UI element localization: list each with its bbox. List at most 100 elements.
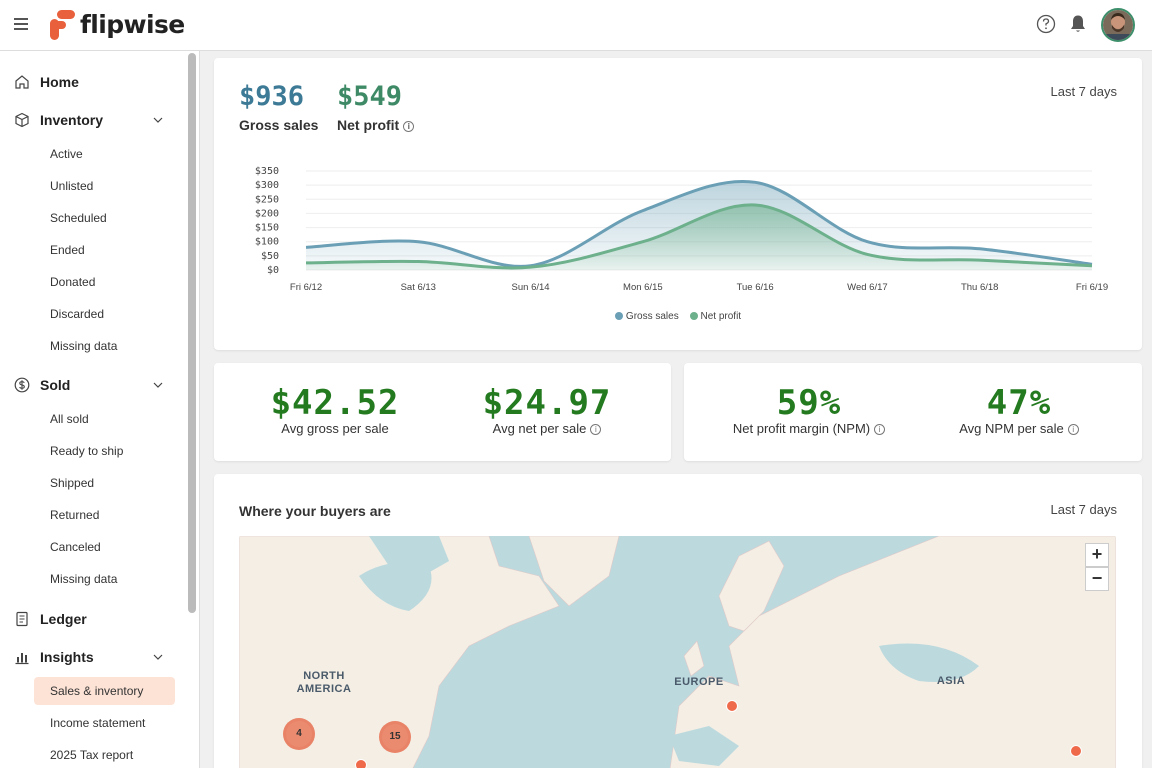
legend-net-label: Net profit bbox=[700, 311, 742, 322]
map-pin[interactable] bbox=[726, 700, 738, 712]
nav-item-label: Donated bbox=[50, 275, 96, 289]
notifications-bell-icon[interactable] bbox=[1069, 14, 1087, 34]
map-period-label[interactable]: Last 7 days bbox=[1050, 502, 1118, 517]
stat-npm-label: Net profit margin (NPM) bbox=[732, 421, 871, 436]
user-avatar[interactable] bbox=[1101, 8, 1135, 42]
nav-sold-missing-data[interactable]: Missing data bbox=[34, 565, 175, 593]
stat-avg-npm-label: Avg NPM per sale bbox=[959, 421, 1064, 436]
gross-sales-label: Gross sales bbox=[239, 117, 319, 133]
map-pin[interactable] bbox=[1070, 745, 1082, 757]
nav-item-label: Missing data bbox=[50, 572, 118, 586]
zoom-in-button[interactable]: + bbox=[1085, 543, 1109, 567]
net-profit-label: Net profit bbox=[337, 117, 400, 133]
nav-item-label: Scheduled bbox=[50, 211, 107, 225]
legend-dot-gross bbox=[614, 312, 623, 321]
nav-inventory-ended[interactable]: Ended bbox=[34, 236, 175, 264]
ledger-icon bbox=[16, 611, 28, 627]
map-cluster-15[interactable]: 15 bbox=[379, 721, 411, 753]
map-pin[interactable] bbox=[355, 759, 367, 768]
margin-stats-card: 59% Net profit margin (NPM) i 47% Avg NPM… bbox=[684, 363, 1142, 461]
nav-sold-all[interactable]: All sold bbox=[34, 405, 175, 433]
nav-sold-shipped[interactable]: Shipped bbox=[34, 469, 175, 497]
nav-item-label: Active bbox=[50, 147, 83, 161]
map-label-europe: EUROPE bbox=[674, 676, 724, 688]
map-label-north-america: NORTH AMERICA bbox=[296, 670, 352, 695]
nav-ledger-label: Ledger bbox=[40, 611, 87, 627]
info-icon[interactable]: i bbox=[874, 424, 886, 436]
x-tick-label: Wed 6/17 bbox=[847, 282, 888, 293]
stat-npm-label-wrap: Net profit margin (NPM) i bbox=[709, 421, 909, 436]
nav-ledger[interactable]: Ledger bbox=[0, 604, 180, 634]
stat-npm-value: 59% bbox=[776, 383, 842, 423]
stat-npm: 59% Net profit margin (NPM) i bbox=[709, 383, 909, 436]
y-tick-label: $250 bbox=[255, 194, 279, 205]
y-tick-label: $0 bbox=[267, 265, 279, 276]
box-icon bbox=[15, 112, 29, 128]
buyers-map-card: Where your buyers are Last 7 days + − NO… bbox=[214, 474, 1142, 768]
y-tick-label: $350 bbox=[255, 166, 279, 177]
nav-item-label: Missing data bbox=[50, 339, 118, 353]
nav-insights-income-statement[interactable]: Income statement bbox=[34, 709, 175, 737]
nav-item-label: Ended bbox=[50, 243, 85, 257]
series-area-1 bbox=[306, 204, 1092, 270]
nav-sold-returned[interactable]: Returned bbox=[34, 501, 175, 529]
stat-avg-gross-value: $42.52 bbox=[270, 383, 400, 423]
nav-insights[interactable]: Insights bbox=[0, 642, 180, 672]
sidebar-scrollbar[interactable] bbox=[188, 53, 196, 613]
nav-inventory-active[interactable]: Active bbox=[34, 140, 175, 168]
stat-avg-gross-label: Avg gross per sale bbox=[281, 421, 389, 436]
nav-home[interactable]: Home bbox=[0, 67, 180, 97]
x-tick-label: Mon 6/15 bbox=[623, 282, 663, 293]
buyers-map[interactable]: + − NORTH AMERICA EUROPE ASIA 4 15 bbox=[239, 536, 1116, 768]
map-cluster-4[interactable]: 4 bbox=[283, 718, 315, 750]
flipwise-logo-icon[interactable] bbox=[47, 10, 77, 40]
gross-sales-value: $936 bbox=[239, 81, 305, 112]
brand-name[interactable]: flipwise bbox=[80, 10, 185, 39]
hamburger-menu-icon[interactable] bbox=[14, 18, 28, 30]
nav-inventory[interactable]: Inventory bbox=[0, 105, 180, 135]
per-sale-stats-card: $42.52 Avg gross per sale $24.97 Avg net… bbox=[214, 363, 671, 461]
net-profit-value: $549 bbox=[337, 81, 403, 112]
chart-legend: Gross sales Net profit bbox=[214, 311, 1142, 322]
sales-period-label[interactable]: Last 7 days bbox=[1050, 84, 1118, 99]
nav-item-label: 2025 Tax report bbox=[50, 748, 134, 762]
series-line-1 bbox=[305, 203, 1093, 270]
nav-item-label: Canceled bbox=[50, 540, 101, 554]
nav-sold-canceled[interactable]: Canceled bbox=[34, 533, 175, 561]
map-title: Where your buyers are bbox=[239, 503, 391, 519]
stat-avg-npm-value: 47% bbox=[986, 383, 1052, 423]
info-icon[interactable]: i bbox=[1067, 424, 1079, 436]
nav-insights-sales-inventory[interactable]: Sales & inventory bbox=[34, 677, 175, 705]
chevron-down-icon[interactable] bbox=[152, 379, 164, 391]
help-icon[interactable] bbox=[1036, 14, 1056, 34]
x-tick-label: Thu 6/18 bbox=[961, 282, 999, 293]
nav-item-label: All sold bbox=[50, 412, 89, 426]
nav-sold[interactable]: Sold bbox=[0, 370, 180, 400]
stat-avg-net: $24.97 Avg net per sale i bbox=[447, 383, 647, 436]
dollar-icon bbox=[14, 377, 30, 393]
nav-inventory-discarded[interactable]: Discarded bbox=[34, 300, 175, 328]
nav-item-label: Ready to ship bbox=[50, 444, 124, 458]
nav-inventory-missing-data[interactable]: Missing data bbox=[34, 332, 175, 360]
y-tick-label: $200 bbox=[255, 208, 279, 219]
nav-insights-tax-report[interactable]: 2025 Tax report bbox=[34, 741, 175, 768]
stat-avg-net-value: $24.97 bbox=[482, 383, 612, 423]
y-tick-label: $150 bbox=[255, 223, 279, 234]
info-icon[interactable]: i bbox=[590, 424, 602, 436]
chevron-down-icon[interactable] bbox=[152, 651, 164, 663]
zoom-out-button[interactable]: − bbox=[1085, 567, 1109, 591]
y-tick-label: $50 bbox=[261, 251, 279, 262]
nav-sold-ready-to-ship[interactable]: Ready to ship bbox=[34, 437, 175, 465]
sidebar: Home Inventory Active Unlisted Scheduled… bbox=[0, 51, 200, 768]
nav-inventory-scheduled[interactable]: Scheduled bbox=[34, 204, 175, 232]
stat-avg-net-label: Avg net per sale bbox=[492, 421, 587, 436]
nav-inventory-donated[interactable]: Donated bbox=[34, 268, 175, 296]
map-land-shapes bbox=[239, 536, 1116, 768]
top-header: flipwise bbox=[0, 0, 1152, 51]
info-icon[interactable]: i bbox=[403, 120, 415, 132]
stat-avg-gross: $42.52 Avg gross per sale bbox=[235, 383, 435, 436]
chevron-down-icon[interactable] bbox=[152, 114, 164, 126]
nav-inventory-unlisted[interactable]: Unlisted bbox=[34, 172, 175, 200]
x-tick-label: Fri 6/19 bbox=[1076, 282, 1108, 293]
nav-inventory-label: Inventory bbox=[40, 112, 104, 128]
